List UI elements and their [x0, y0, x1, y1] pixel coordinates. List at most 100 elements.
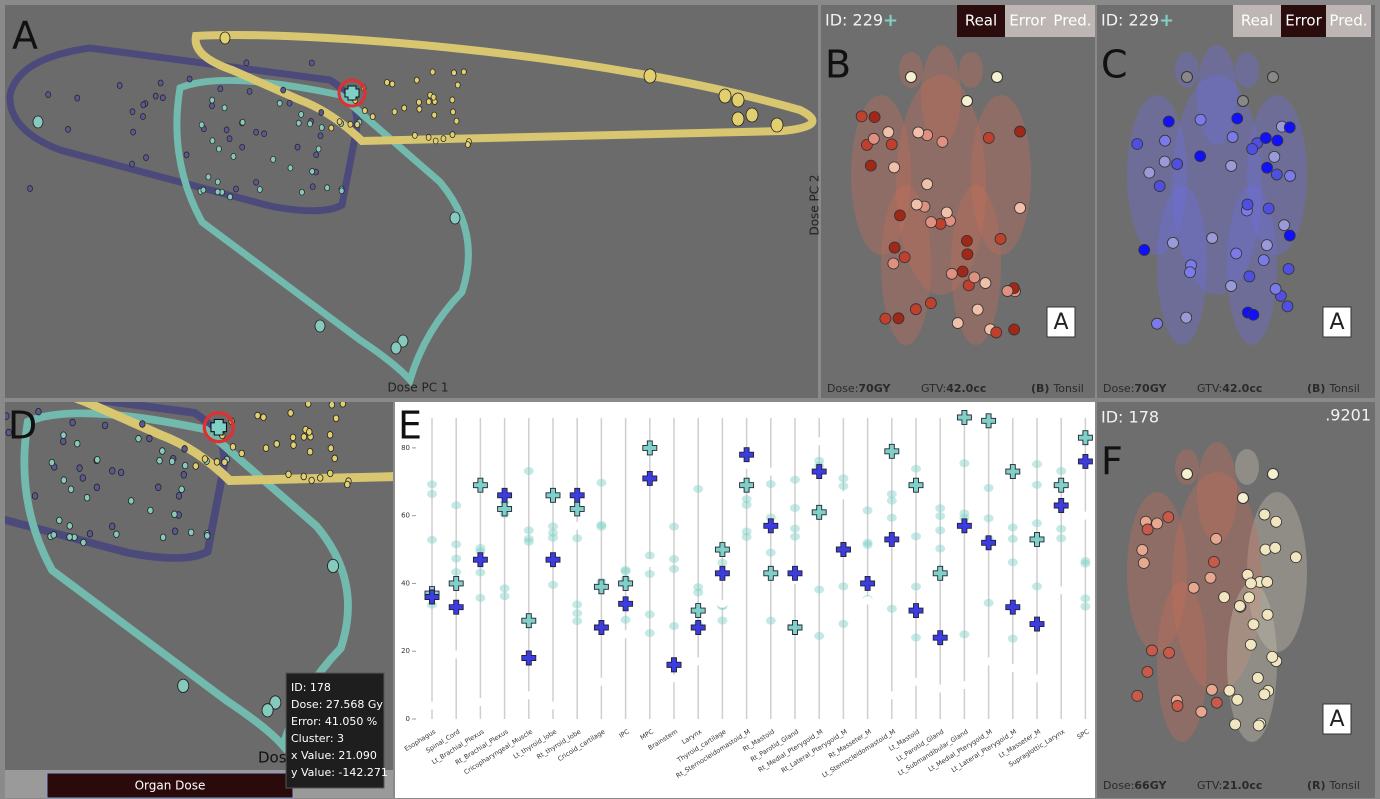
organ-dot[interactable]	[971, 303, 984, 316]
organ-dot[interactable]	[1290, 551, 1302, 564]
case-point[interactable]	[140, 113, 146, 120]
case-point[interactable]	[223, 126, 230, 134]
case-point[interactable]	[216, 145, 222, 153]
organ-dot[interactable]	[1163, 646, 1175, 659]
case-point[interactable]	[449, 131, 456, 138]
organ-dot[interactable]	[1259, 132, 1272, 144]
organ-dot[interactable]	[1151, 517, 1163, 530]
view-tab[interactable]	[1050, 5, 1095, 37]
case-point[interactable]	[309, 168, 315, 175]
case-point[interactable]	[454, 81, 461, 89]
case-point[interactable]	[74, 94, 81, 102]
case-point[interactable]	[449, 96, 456, 104]
case-point[interactable]	[129, 160, 135, 168]
case-point[interactable]	[65, 126, 71, 133]
organ-dot[interactable]	[1281, 300, 1294, 313]
case-point[interactable]	[307, 120, 313, 128]
organ-dot[interactable]	[1204, 571, 1217, 584]
organ-dot[interactable]	[1014, 125, 1026, 138]
view-tab-label[interactable]: Real	[1241, 12, 1273, 30]
organ-dot[interactable]	[1187, 581, 1200, 594]
organ-dot[interactable]	[1230, 247, 1243, 260]
case-point[interactable]	[198, 121, 205, 129]
real-dose[interactable]	[862, 596, 873, 605]
case-point[interactable]	[261, 130, 267, 138]
organ-dot[interactable]	[1261, 161, 1273, 174]
organ-dot[interactable]	[887, 257, 900, 270]
case-point[interactable]	[219, 31, 231, 45]
organ-dot[interactable]	[1261, 239, 1273, 252]
real-dose[interactable]	[1007, 664, 1018, 673]
organ-dot[interactable]	[925, 216, 937, 229]
case-point[interactable]	[324, 184, 331, 192]
case-point[interactable]	[361, 107, 368, 114]
case-point[interactable]	[308, 59, 315, 67]
organ-dot[interactable]	[1271, 134, 1284, 147]
organ-dot[interactable]	[1180, 311, 1193, 324]
organ-dot[interactable]	[1258, 688, 1271, 701]
organ-dot[interactable]	[1266, 650, 1279, 663]
organ-dot[interactable]	[951, 317, 964, 329]
case-point[interactable]	[226, 135, 233, 143]
organ-dot[interactable]	[982, 132, 995, 144]
organ-dot[interactable]	[1269, 283, 1282, 295]
dose-cross[interactable]	[860, 575, 876, 591]
dose-cross[interactable]	[787, 620, 803, 635]
case-point[interactable]	[239, 143, 246, 151]
case-point[interactable]	[280, 86, 287, 94]
case-point[interactable]	[328, 124, 335, 132]
organ-dot[interactable]	[888, 241, 901, 254]
view-tab[interactable]	[1233, 5, 1281, 37]
organ-dot[interactable]	[1283, 229, 1296, 242]
organ-dot[interactable]	[1205, 683, 1218, 696]
dose-cross[interactable]	[1005, 464, 1021, 480]
organ-dot[interactable]	[979, 277, 992, 289]
dose-cross[interactable]	[472, 552, 488, 568]
organ-dot[interactable]	[894, 209, 906, 222]
organ-dot[interactable]	[956, 265, 969, 278]
organ-dot[interactable]	[1226, 131, 1239, 143]
case-point[interactable]	[200, 186, 207, 194]
dose-cross[interactable]	[642, 440, 658, 456]
case-point[interactable]	[309, 183, 316, 191]
organ-dot[interactable]	[1251, 671, 1264, 684]
organ-dot[interactable]	[1233, 600, 1246, 612]
dose-cross[interactable]	[618, 575, 634, 591]
real-dose[interactable]	[451, 650, 462, 659]
case-point[interactable]	[425, 98, 432, 106]
view-tab-label[interactable]: Error	[1009, 12, 1046, 30]
case-point[interactable]	[336, 118, 343, 125]
organ-dot[interactable]	[1259, 543, 1272, 556]
case-point[interactable]	[253, 128, 259, 136]
case-point[interactable]	[45, 91, 52, 99]
case-point[interactable]	[451, 69, 457, 77]
case-point[interactable]	[416, 105, 423, 113]
dose-cross[interactable]	[884, 531, 900, 547]
dose-cross[interactable]	[521, 613, 537, 629]
case-point[interactable]	[116, 82, 123, 89]
organ-dot[interactable]	[1141, 523, 1154, 536]
case-point[interactable]	[143, 154, 149, 161]
case-point[interactable]	[152, 92, 159, 100]
real-dose[interactable]	[693, 657, 704, 666]
case-point[interactable]	[140, 101, 147, 109]
organ-dot[interactable]	[1261, 576, 1274, 588]
real-dose[interactable]	[1032, 674, 1042, 683]
dose-cross[interactable]	[1053, 477, 1069, 493]
dose-cross[interactable]	[448, 599, 464, 615]
case-point[interactable]	[390, 341, 402, 355]
organ-dot[interactable]	[1136, 544, 1149, 556]
real-dose[interactable]	[983, 657, 994, 666]
dose-cross[interactable]	[739, 447, 755, 463]
view-tab[interactable]	[1326, 5, 1371, 37]
case-point[interactable]	[416, 98, 422, 106]
organ-dot[interactable]	[1243, 591, 1255, 604]
organ-dot[interactable]	[1270, 168, 1283, 181]
case-point[interactable]	[731, 111, 745, 127]
organ-dot[interactable]	[1270, 515, 1283, 528]
case-point[interactable]	[318, 124, 325, 131]
case-point[interactable]	[32, 115, 44, 129]
case-point[interactable]	[347, 120, 354, 128]
real-dose[interactable]	[1056, 586, 1067, 595]
organ-dot[interactable]	[1141, 665, 1154, 678]
